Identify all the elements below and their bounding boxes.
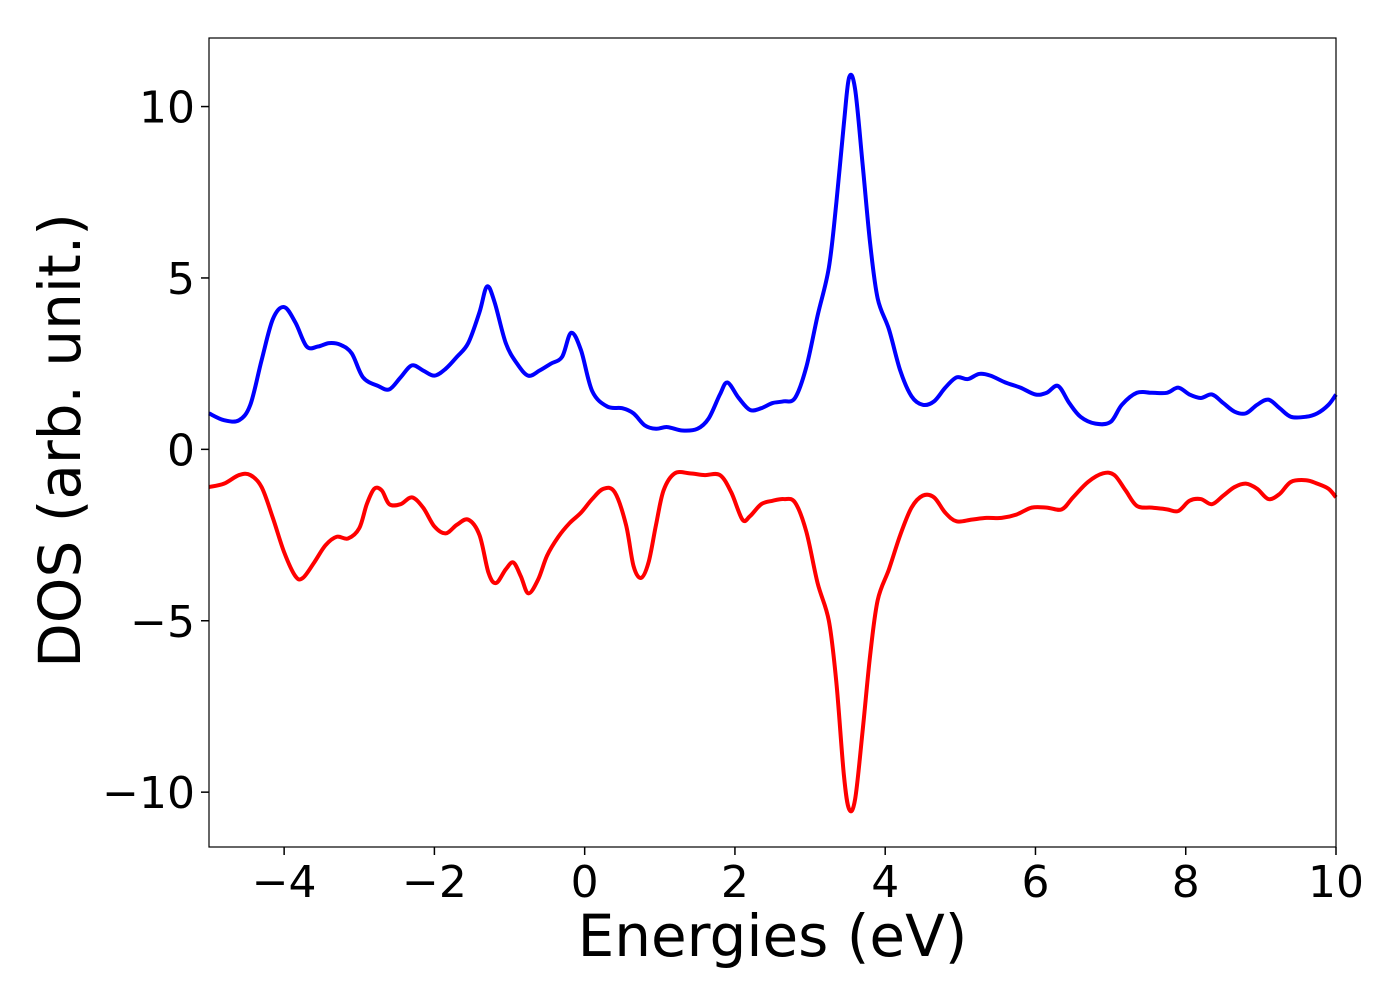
x-tick-label: 6 bbox=[1021, 857, 1049, 908]
y-axis-ticks: 10 5 0 −5 −10 bbox=[102, 83, 209, 819]
x-tick-label: 4 bbox=[871, 857, 899, 908]
dos-line-red bbox=[208, 470, 1338, 814]
y-tick-label: −10 bbox=[102, 768, 195, 819]
y-axis-label: DOS (arb. unit.) bbox=[26, 213, 94, 668]
dos-line-blue bbox=[208, 72, 1338, 433]
y-tick-label: 10 bbox=[139, 83, 195, 134]
x-tick-label: −4 bbox=[252, 857, 317, 908]
x-axis-ticks: −4 −2 0 2 4 6 8 10 bbox=[252, 847, 1364, 908]
y-tick-label: 5 bbox=[167, 254, 195, 305]
x-tick-label: −2 bbox=[402, 857, 467, 908]
y-tick-label: −5 bbox=[130, 597, 195, 648]
plot-frame bbox=[208, 37, 1337, 848]
x-tick-label: 0 bbox=[571, 857, 599, 908]
x-axis-label: Energies (eV) bbox=[578, 902, 968, 970]
x-tick-label: 8 bbox=[1172, 857, 1200, 908]
x-tick-label: 2 bbox=[721, 857, 749, 908]
x-tick-label: 10 bbox=[1308, 857, 1364, 908]
y-tick-label: 0 bbox=[167, 425, 195, 476]
series-layer bbox=[208, 72, 1338, 814]
